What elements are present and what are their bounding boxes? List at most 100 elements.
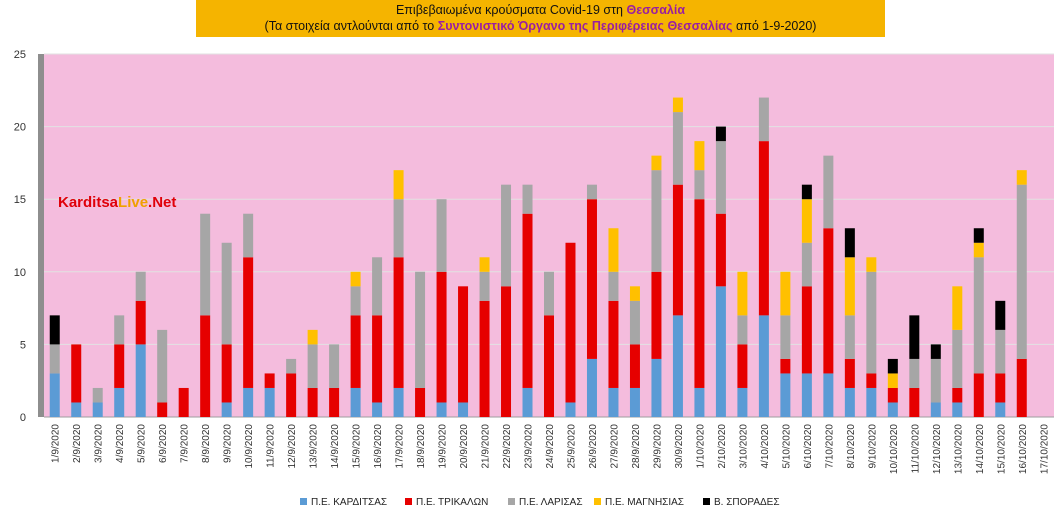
y-tick-label: 25 (14, 49, 26, 61)
x-axis-tick-labels: 1/9/2020 2/9/2020 3/9/2020 4/9/2020 5/9/2020… (51, 424, 1051, 474)
bar-segment (415, 271, 426, 388)
x-tick-label: 30/9/2020 (674, 424, 685, 469)
x-tick-label: 17/9/2020 (395, 424, 406, 469)
bar-segment (522, 213, 533, 388)
bar-segment (844, 358, 855, 388)
x-tick-label: 19/9/2020 (438, 424, 449, 469)
bar-segment (114, 387, 125, 417)
bar-segment (436, 402, 447, 417)
x-tick-label: 6/10/2020 (803, 424, 814, 469)
plot-left-edge (38, 54, 44, 417)
bar-segment (801, 199, 812, 243)
x-tick-label: 29/9/2020 (652, 424, 663, 469)
x-tick-label: 18/9/2020 (416, 424, 427, 469)
x-tick-label: 11/10/2020 (910, 424, 921, 474)
bar-segment (629, 344, 640, 388)
bar-segment (608, 387, 619, 417)
legend-label: Π.Ε. ΚΑΡΔΙΤΣΑΣ (311, 497, 388, 508)
bar-segment (49, 373, 60, 417)
bar-segment (758, 315, 769, 417)
legend-label: Π.Ε. ΜΑΓΝΗΣΙΑΣ (605, 497, 684, 508)
bar-segment (608, 271, 619, 301)
bar-segment (866, 257, 877, 272)
y-tick-label: 5 (20, 339, 26, 351)
bar-segment (780, 315, 791, 359)
bar-segment (973, 228, 984, 243)
bar-segment (715, 126, 726, 142)
x-tick-label: 7/10/2020 (824, 424, 835, 469)
title-line-2-prefix: (Τα στοιχεία αντλούνται από το (264, 19, 438, 33)
bar-segment (393, 257, 404, 388)
bar-segment (608, 228, 619, 272)
bar-segment (565, 402, 576, 417)
x-tick-label: 5/9/2020 (137, 424, 148, 463)
x-tick-label: 26/9/2020 (588, 424, 599, 469)
bar-segment (823, 155, 834, 229)
bar-segment (758, 97, 769, 142)
chart-title: Επιβεβαιωμένα κρούσματα Covid-19 στη Θεσ… (196, 0, 885, 37)
bar-segment (909, 358, 920, 388)
bar-segment (844, 315, 855, 359)
x-tick-label: 4/9/2020 (115, 424, 126, 463)
bar-segment (522, 184, 533, 214)
bar-segment (715, 286, 726, 417)
bar-segment (565, 242, 576, 403)
legend-item: Π.Ε. ΛΑΡΙΣΑΣ (508, 497, 583, 508)
title-line-2-suffix: από 1-9-2020) (732, 19, 817, 33)
bar-segment (995, 402, 1006, 417)
bar-segment (1016, 358, 1027, 417)
bar-segment (930, 358, 941, 403)
bar-segment (866, 387, 877, 417)
bar-segment (221, 242, 232, 345)
bar-segment (221, 402, 232, 417)
legend-swatch (300, 498, 307, 505)
x-tick-label: 16/9/2020 (373, 424, 384, 469)
x-tick-label: 21/9/2020 (481, 424, 492, 469)
bar-segment (909, 315, 920, 359)
y-tick-label: 15 (14, 194, 26, 206)
bar-segment (780, 373, 791, 417)
legend-item: Π.Ε. ΚΑΡΔΙΤΣΑΣ (300, 497, 387, 508)
bar-segment (501, 286, 512, 417)
y-tick-label: 20 (14, 122, 26, 134)
bar-segment (586, 358, 597, 417)
bar-segment (715, 141, 726, 214)
bar-segment (522, 387, 533, 417)
x-tick-label: 1/9/2020 (51, 424, 62, 463)
brand-part-3: .Net (148, 194, 177, 211)
bar-segment (694, 170, 705, 200)
bar-segment (243, 213, 254, 258)
bar-segment (135, 344, 146, 417)
bar-segment (694, 141, 705, 171)
bar-segment (844, 387, 855, 417)
legend-swatch (594, 498, 601, 505)
bar-segment (393, 170, 404, 200)
bar-segment (286, 358, 297, 374)
bar-segment (694, 199, 705, 388)
x-tick-label: 12/10/2020 (932, 424, 943, 474)
x-tick-label: 15/9/2020 (352, 424, 363, 469)
x-tick-label: 3/9/2020 (94, 424, 105, 463)
bar-segment (801, 286, 812, 374)
bar-segment (651, 358, 662, 417)
x-tick-label: 16/10/2020 (1018, 424, 1029, 474)
bar-segment (350, 286, 361, 316)
bar-segment (286, 373, 297, 417)
bar-segment (350, 315, 361, 388)
bar-segment (887, 358, 898, 374)
bar-segment (694, 387, 705, 417)
bar-segment (458, 286, 469, 403)
y-tick-label: 0 (20, 412, 26, 424)
x-tick-label: 10/9/2020 (244, 424, 255, 469)
x-tick-label: 3/10/2020 (738, 424, 749, 469)
bar-segment (973, 257, 984, 374)
bar-segment (887, 387, 898, 403)
x-tick-label: 9/10/2020 (867, 424, 878, 469)
bar-segment (243, 387, 254, 417)
bar-segment (71, 344, 82, 403)
bar-segment (672, 315, 683, 417)
bar-segment (49, 344, 60, 374)
x-tick-label: 24/9/2020 (545, 424, 556, 469)
x-tick-label: 15/10/2020 (996, 424, 1007, 474)
bar-segment (823, 373, 834, 417)
